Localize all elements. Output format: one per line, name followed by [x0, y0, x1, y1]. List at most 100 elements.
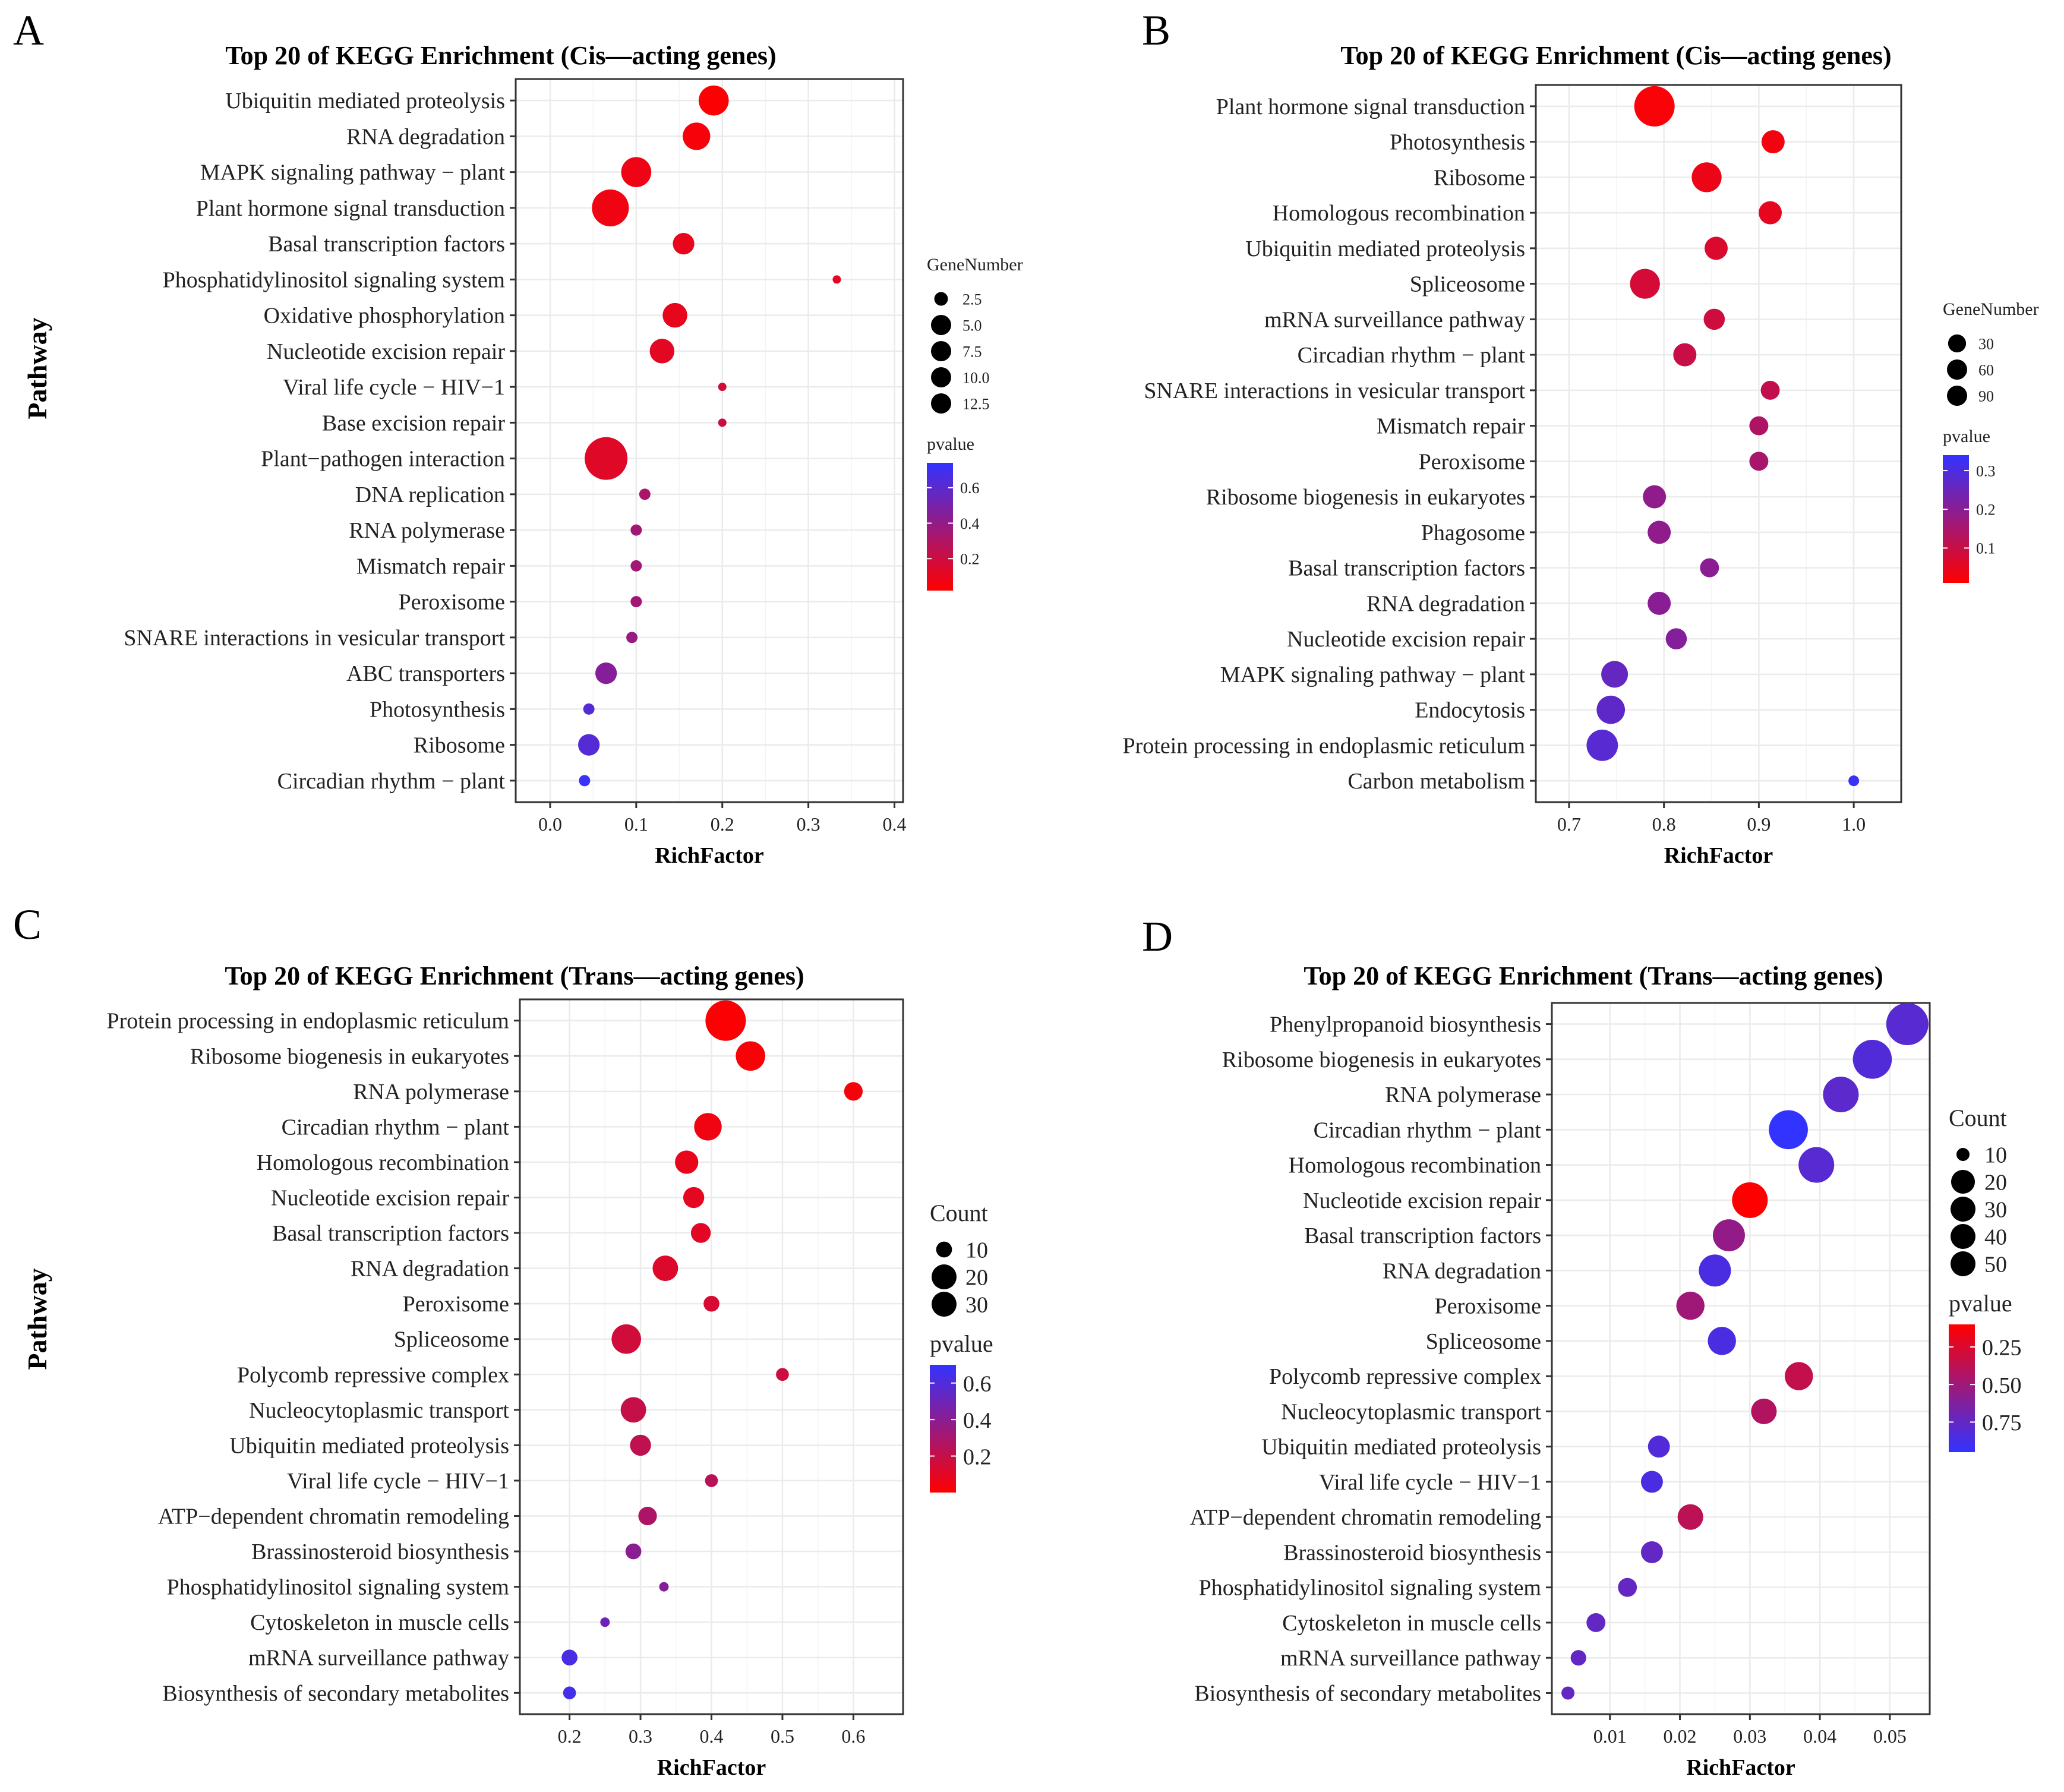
size-legend-key	[934, 292, 948, 306]
data-point	[1749, 452, 1769, 471]
color-bar	[1943, 455, 1969, 583]
y-tick-label: Brassinosteroid biosynthesis	[1283, 1540, 1541, 1565]
plot-area	[1551, 1002, 1931, 1715]
y-axis-title: Pathway	[22, 317, 52, 419]
y-tick-label: Phosphatidylinositol signaling system	[163, 267, 505, 292]
data-point	[705, 1000, 746, 1041]
data-point	[1852, 1039, 1892, 1079]
y-tick-label: Cytoskeleton in muscle cells	[1282, 1611, 1541, 1636]
plot-border	[1535, 84, 1902, 803]
data-point	[683, 1187, 705, 1209]
y-tick-label: Viral life cycle − HIV−1	[1319, 1470, 1541, 1495]
y-tick-label: mRNA surveillance pathway	[248, 1646, 509, 1671]
size-legend-label: 10	[1984, 1143, 2007, 1168]
y-tick-label: Nucleotide excision repair	[1303, 1188, 1541, 1213]
data-point	[1665, 628, 1687, 649]
size-legend-label: 30	[965, 1293, 988, 1318]
y-tick-label: Peroxisome	[1419, 449, 1525, 474]
y-tick-label: Cytoskeleton in muscle cells	[250, 1610, 509, 1635]
data-point	[1618, 1578, 1637, 1597]
y-tick-label: SNARE interactions in vesicular transpor…	[124, 626, 505, 651]
size-legend-key	[931, 393, 951, 414]
data-point	[1759, 201, 1782, 225]
color-legend-label: 0.25	[1982, 1336, 2022, 1361]
x-tick-label: 0.03	[1733, 1725, 1766, 1747]
plot-border	[515, 78, 904, 803]
y-tick-label: Circadian rhythm − plant	[277, 769, 506, 794]
y-tick-label: Circadian rhythm − plant	[1298, 343, 1526, 368]
y-tick-label: Ubiquitin mediated proteolysis	[1261, 1435, 1541, 1460]
data-point	[1761, 130, 1785, 154]
data-point	[844, 1082, 863, 1101]
y-tick-label: DNA replication	[355, 482, 505, 507]
y-tick-label: Spliceosome	[1426, 1329, 1541, 1354]
y-tick-label: Nucleotide excision repair	[1287, 627, 1525, 652]
size-legend-label: 5.0	[962, 317, 982, 334]
data-point	[1561, 1686, 1575, 1700]
data-point	[1823, 1077, 1859, 1113]
y-tick-label: MAPK signaling pathway − plant	[200, 160, 506, 185]
y-tick-label: Polycomb repressive complex	[237, 1362, 509, 1387]
size-legend-label: 20	[965, 1266, 988, 1291]
data-point	[1848, 775, 1860, 787]
size-legend-label: 40	[1984, 1225, 2007, 1250]
data-point	[638, 1506, 657, 1526]
size-legend-key	[931, 367, 951, 387]
size-legend-key	[1951, 1224, 1975, 1249]
data-point	[675, 1150, 699, 1174]
data-point	[579, 775, 591, 787]
data-point	[1586, 1613, 1606, 1632]
x-tick-label: 0.3	[629, 1725, 652, 1747]
size-legend-key	[1956, 1148, 1970, 1161]
data-point	[1586, 729, 1618, 761]
data-point	[630, 560, 642, 572]
y-tick-label: Spliceosome	[394, 1327, 509, 1352]
data-point	[1676, 1291, 1705, 1320]
chart-title: Top 20 of KEGG Enrichment (Cis—acting ge…	[225, 41, 776, 70]
size-legend-label: 10.0	[962, 369, 990, 386]
size-legend-label: 2.5	[962, 291, 982, 308]
y-tick-label: Viral life cycle − HIV−1	[283, 375, 505, 400]
data-point	[652, 1255, 678, 1282]
data-point	[1648, 520, 1671, 544]
y-tick-label: Ribosome	[414, 733, 505, 758]
chart-title: Top 20 of KEGG Enrichment (Cis—acting ge…	[1340, 41, 1891, 70]
data-point	[1648, 591, 1671, 615]
data-point	[1769, 1110, 1808, 1150]
y-tick-label: Peroxisome	[399, 590, 505, 615]
x-tick-label: 0.7	[1557, 813, 1581, 835]
x-tick-label: 0.3	[797, 813, 820, 835]
y-tick-label: RNA degradation	[1383, 1258, 1541, 1283]
data-point	[625, 1543, 642, 1560]
y-tick-label: Nucleotide excision repair	[267, 339, 505, 364]
color-bar	[1949, 1324, 1975, 1452]
x-tick-label: 0.8	[1652, 813, 1676, 835]
data-point	[705, 1474, 718, 1487]
x-tick-label: 1.0	[1842, 813, 1866, 835]
y-tick-label: Circadian rhythm − plant	[282, 1115, 510, 1140]
size-legend-key	[931, 315, 951, 335]
y-tick-label: Plant hormone signal transduction	[1216, 94, 1525, 119]
size-legend-key	[1951, 1251, 1975, 1276]
y-tick-label: Basal transcription factors	[268, 232, 505, 257]
y-tick-label: Homologous recombination	[1273, 201, 1525, 226]
data-point	[1785, 1362, 1813, 1390]
y-tick-label: Phagosome	[1421, 520, 1525, 545]
y-tick-label: RNA polymerase	[349, 518, 505, 543]
size-legend-title: GeneNumber	[1943, 299, 2039, 319]
size-legend-key	[1947, 386, 1967, 406]
color-legend-title: pvalue	[927, 434, 974, 454]
data-point	[1570, 1650, 1586, 1666]
data-point	[630, 596, 642, 608]
y-tick-label: Oxidative phosphorylation	[264, 304, 505, 329]
size-legend-key	[936, 1241, 952, 1258]
data-point	[639, 488, 651, 500]
x-axis-title: RichFactor	[1664, 843, 1773, 868]
y-tick-label: Ubiquitin mediated proteolysis	[229, 1433, 509, 1458]
y-tick-label: Ribosome biogenesis in eukaryotes	[190, 1044, 509, 1069]
x-tick-label: 0.2	[558, 1725, 582, 1747]
y-tick-label: SNARE interactions in vesicular transpor…	[1144, 378, 1525, 403]
color-legend-label: 0.2	[960, 551, 980, 568]
data-point	[1673, 343, 1697, 367]
data-point	[611, 1324, 641, 1354]
